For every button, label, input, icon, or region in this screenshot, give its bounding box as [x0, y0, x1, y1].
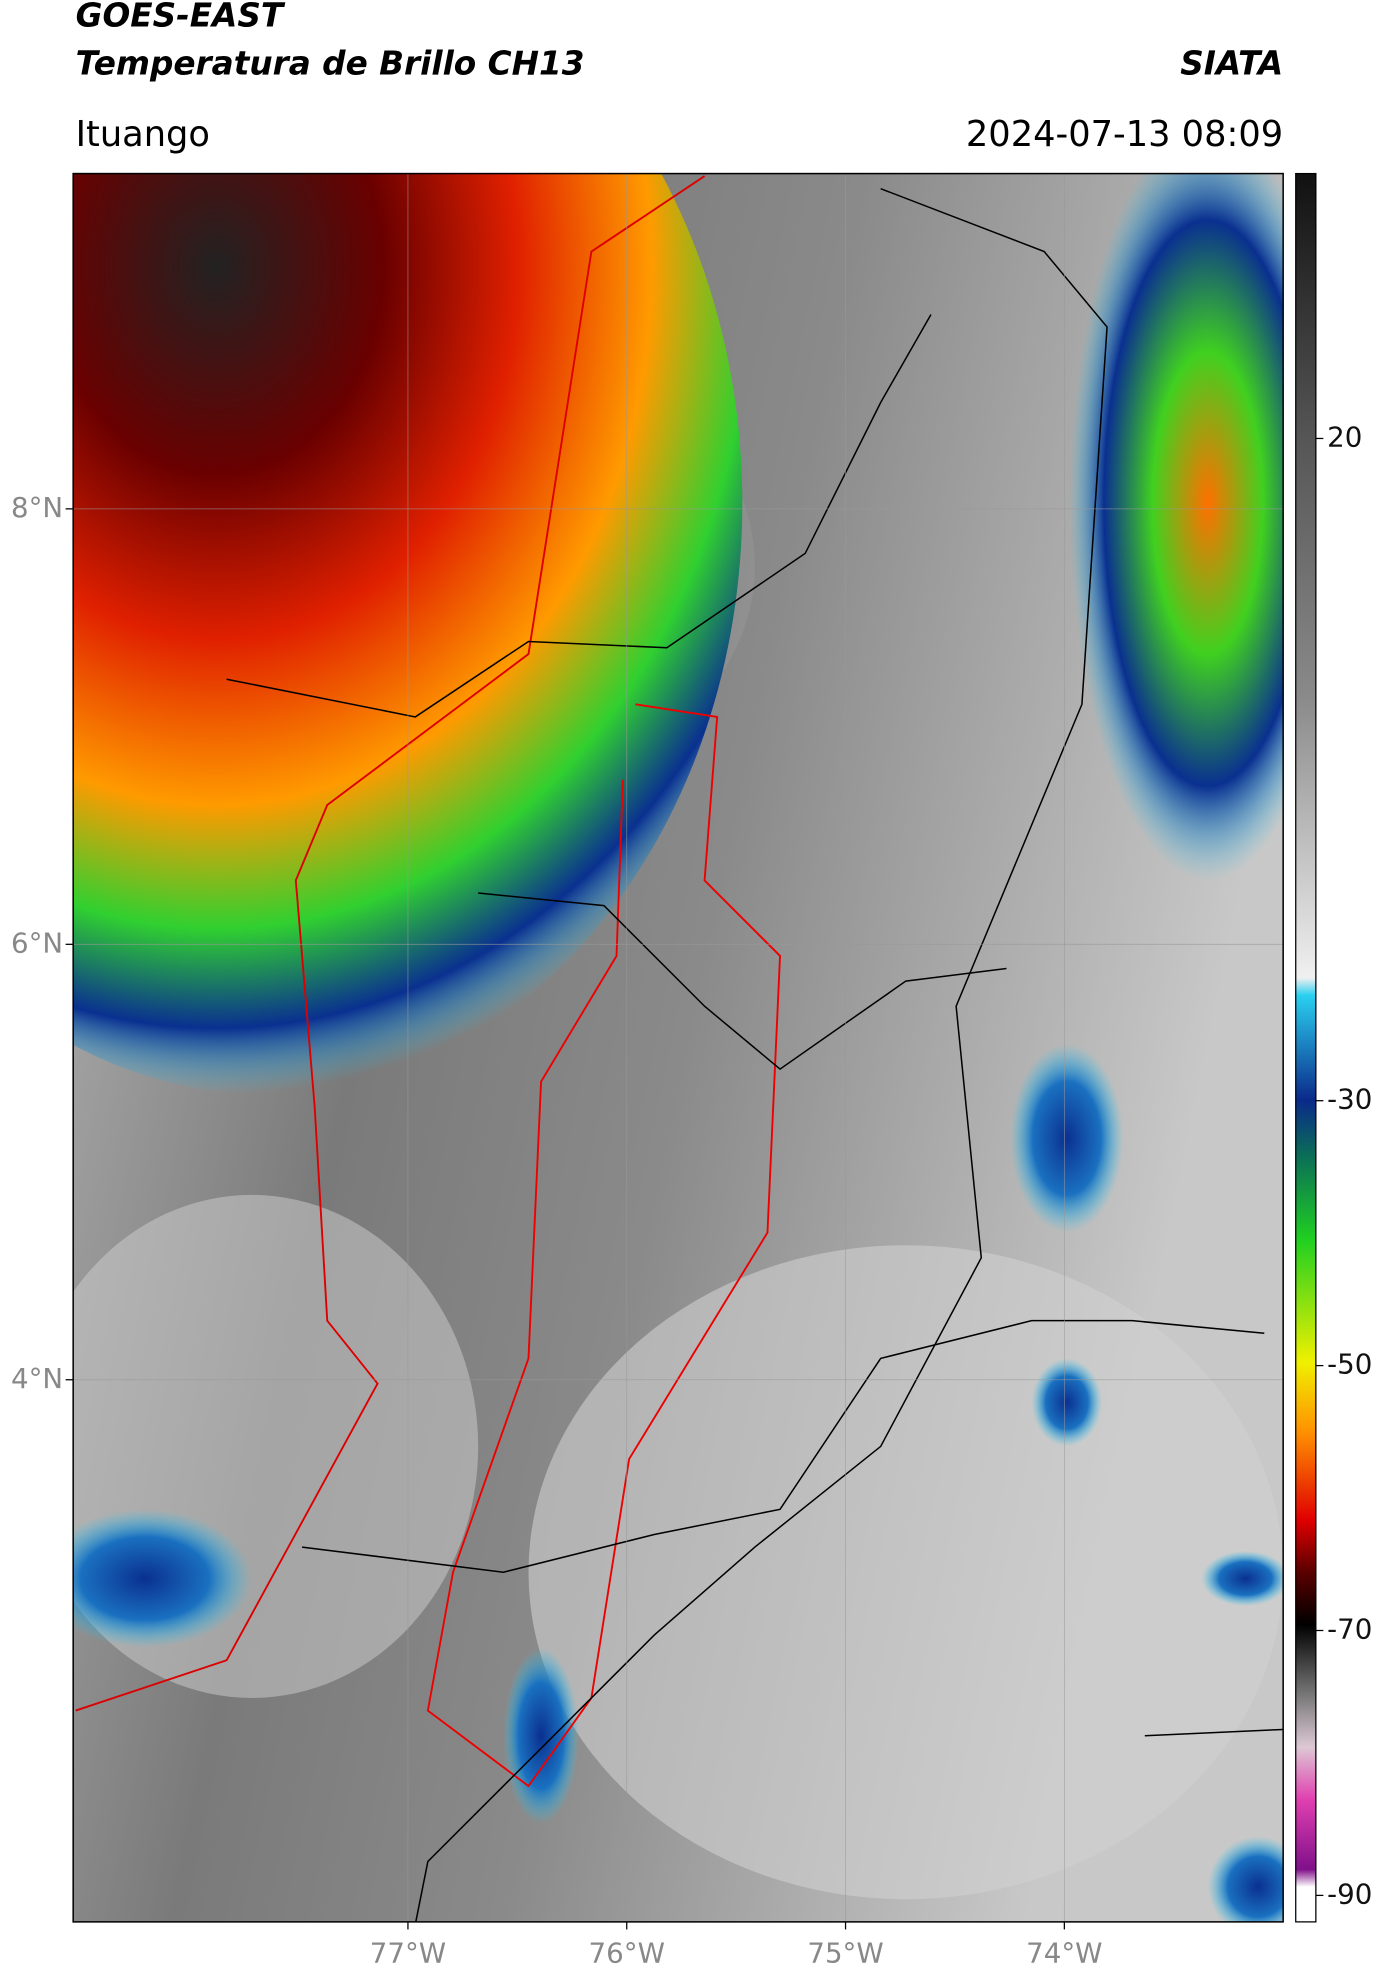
satellite-image [73, 173, 1284, 1922]
x-tick-label: 75°W [807, 1937, 883, 1970]
x-tick-label: 76°W [589, 1937, 665, 1970]
location: Ituango [76, 114, 210, 155]
title-line2: Temperatura de Brillo CH13 [76, 44, 585, 82]
x-tick-label: 77°W [370, 1937, 446, 1970]
x-tick-label: 74°W [1026, 1937, 1102, 1970]
y-tick-label: 6°N [11, 926, 63, 959]
y-tick-label: 8°N [11, 491, 63, 524]
title-line1: GOES-EAST [76, 0, 286, 35]
colorbar-tick-label: -90 [1327, 1877, 1372, 1910]
colorbar-tick-label: -70 [1327, 1612, 1372, 1645]
colorbar-tick-label: 20 [1327, 420, 1362, 453]
org: SIATA [1180, 44, 1283, 82]
map-frame [72, 172, 1284, 1923]
colorbar-tick-label: -30 [1327, 1083, 1372, 1116]
colorbar [1295, 172, 1317, 1923]
colorbar-tick-label: -50 [1327, 1348, 1372, 1381]
datetime: 2024-07-13 08:09 [966, 114, 1283, 155]
y-tick-label: 4°N [11, 1362, 63, 1395]
